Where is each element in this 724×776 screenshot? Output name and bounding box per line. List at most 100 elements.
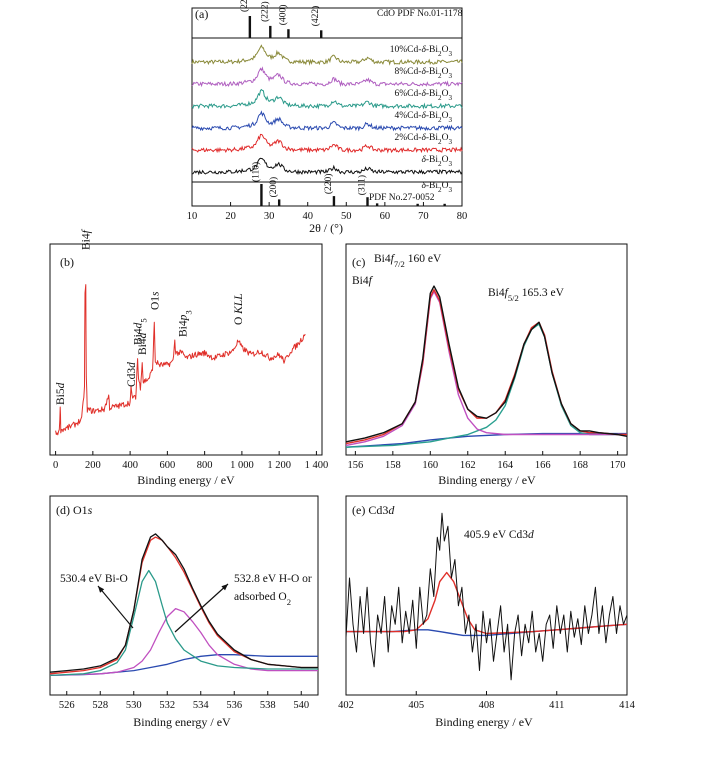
panel-e-annotations: 405.9 eV Cd3d: [464, 529, 534, 541]
panel-c-x-tick-label-158: 158: [385, 460, 401, 471]
panel-d-series-envelope: [49, 536, 318, 675]
panel-d-x-tick-label-528: 528: [92, 700, 108, 711]
panel-c-x-axis: 156 158 160 162 164 166 168 170: [347, 451, 626, 471]
panel-d-frame: [49, 495, 319, 696]
panel-c-x-tick-label-168: 168: [572, 460, 588, 471]
panel-c-x-tick-label-166: 166: [535, 460, 551, 471]
pdf-reference-hkl-200: (200): [268, 177, 279, 198]
panel-c-x-tick-label-162: 162: [460, 460, 476, 471]
panel-e-series-measured: [345, 512, 628, 681]
panel-c-x-tick-label-156: 156: [347, 460, 363, 471]
panel-c-x-axis-title: Binding energy / eV: [438, 473, 536, 487]
panel-b-annotation-cd3d: Cd3d: [126, 362, 138, 387]
panel-b-x-tick-label-600: 600: [159, 460, 175, 471]
panel-e-series-group: [345, 512, 628, 681]
panel-c-series-group: [345, 285, 628, 448]
panel-e-series-envelope: [346, 571, 628, 635]
panel-d-x-tick-label-536: 536: [226, 700, 242, 711]
panel-a-series-group: [191, 44, 463, 176]
panel-b-x-tick-label-1200: 1 200: [267, 460, 291, 471]
panel-a-series-label-2-cd-bi-o: 2%Cd-δ-Bi2O3: [395, 133, 453, 146]
panel-e-frame: [345, 495, 628, 696]
panel-a-x-axis: 10 20 30 40 50 60 70 80: [187, 202, 468, 222]
panel-d-x-tick-label-526: 526: [59, 700, 75, 711]
panel-a-series-bi-o: [191, 157, 463, 176]
panel-c-x-tick-label-164: 164: [497, 460, 514, 471]
cdo-reference-name: CdO PDF No.01-1178: [377, 9, 463, 19]
panel-a-series-2-cd-bi-o: [191, 133, 463, 154]
panel-c-x-tick-label-160: 160: [422, 460, 438, 471]
panel-b-x-tick-label-1000: 1 000: [230, 460, 254, 471]
panel-d-label: (d) O1s: [56, 503, 93, 517]
panel-a-x-tick-label-60: 60: [380, 211, 391, 222]
pdf-reference-name: PDF No.27-0052: [369, 193, 435, 203]
panel-b-x-tick-label-200: 200: [85, 460, 101, 471]
panel-b-annotation-o-kll: O KLL: [233, 293, 245, 325]
panel-d-series-group: [49, 533, 318, 677]
panel-e-x-axis-title: Binding energy / eV: [435, 715, 533, 729]
panel-d-x-tick-label-540: 540: [293, 700, 309, 711]
panel-c-annotation-bi4f7-2: Bi4f7/2 160 eV: [374, 253, 442, 269]
panel-d-series-530-4-ev-bi-o: [49, 569, 318, 677]
panel-a-series-label-10-cd-bi-o: 10%Cd-δ-Bi2O3: [390, 45, 453, 58]
panel-b-x-tick-label-1400: 1 400: [305, 460, 329, 471]
panel-a-series-label-4-cd-bi-o: 4%Cd-δ-Bi2O3: [395, 111, 453, 124]
panel-c-frame: [345, 243, 628, 456]
panel-e-x-axis: 402 405 408 411 414: [338, 691, 636, 711]
panel-c-series-envelope: [345, 289, 627, 445]
panel-b-annotation-bi4f: Bi4f: [80, 228, 92, 250]
panel-b-frame: [49, 243, 323, 456]
panel-d-x-tick-label-530: 530: [126, 700, 142, 711]
panel-d-x-tick-label-532: 532: [159, 700, 175, 711]
panel-a-series-label-8-cd-bi-o: 8%Cd-δ-Bi2O3: [395, 67, 453, 80]
panel-a-series-10-cd-bi-o: [191, 44, 463, 66]
pdf-reference-hkl-110: (110): [250, 162, 261, 182]
panel-a-x-tick-label-80: 80: [457, 211, 468, 222]
panel-a-series-6-cd-bi-o: [191, 88, 463, 110]
panel-b-x-axis-title: Binding energy / eV: [137, 473, 235, 487]
panel-d-annotation-bi-o: 530.4 eV Bi-O: [60, 573, 128, 585]
panel-d-o1s: (d) O1s 530.4 eV Bi-O 532.8 eV H-O or adso…: [49, 495, 319, 729]
panel-d-annotation-h-o: 532.8 eV H-O or: [234, 573, 312, 585]
panel-b-series-survey: [55, 284, 306, 436]
panel-d-arrow-h-o: [174, 583, 229, 633]
panel-a-x-axis-title: 2θ / (°): [309, 221, 343, 235]
panel-c-annotations: Bi4f7/2 160 eV Bi4f5/2 165.3 eV: [374, 253, 565, 303]
panel-a-x-tick-label-50: 50: [341, 211, 352, 222]
panel-d-x-tick-label-534: 534: [193, 700, 210, 711]
panel-d-annotation-adsorbed-o2: adsorbed O2: [234, 591, 291, 607]
pdf-reference-hkl-220: (220): [323, 174, 334, 195]
pdf-reference-sample-label: δ-Bi2O3: [421, 181, 452, 194]
panel-e-cd3d: (e) Cd3d 405.9 eV Cd3d 402 405 408 411 414 B…: [338, 495, 636, 729]
panel-a-x-tick-label-70: 70: [418, 211, 429, 222]
panel-e-x-tick-label-414: 414: [619, 700, 636, 711]
panel-c-label: (c): [352, 255, 365, 269]
panel-d-x-axis-title: Binding energy / eV: [133, 715, 231, 729]
panel-c-annotation-bi4f5-2: Bi4f5/2 165.3 eV: [488, 287, 565, 303]
panel-e-label-text: (e) Cd3d: [352, 503, 395, 517]
panel-c-series-measured: [345, 285, 628, 443]
panel-a-x-tick-label-30: 30: [264, 211, 275, 222]
panel-d-series-measured: [49, 533, 318, 673]
panel-e-x-tick-label-405: 405: [408, 700, 424, 711]
panel-a-reference-sticks: (220) (222) (400) (422) (110) (200) (220) (311)…: [192, 0, 462, 206]
panel-d-arrow-h-o-head: [221, 584, 228, 591]
panel-c-inner-label: Bi4f: [352, 275, 374, 287]
panel-a-label: (a): [195, 7, 208, 21]
panel-a-x-tick-label-10: 10: [187, 211, 198, 222]
panel-c-x-tick-label-170: 170: [610, 460, 626, 471]
cdo-reference-hkl-400: (400): [277, 5, 288, 26]
panel-c-series-background: [345, 432, 627, 448]
panel-a-series-8-cd-bi-o: [191, 66, 463, 88]
panel-a-x-tick-label-40: 40: [302, 211, 313, 222]
panel-a-series-labels: 10%Cd-δ-Bi2O3 8%Cd-δ-Bi2O3 6%Cd-δ-Bi2O3 4%C…: [390, 45, 453, 168]
panel-d-arrow-bi-o-head: [98, 586, 105, 593]
pdf-reference-hkl-311: (311): [357, 175, 368, 195]
panel-c-series-bi4f5-2: [345, 323, 627, 448]
cdo-reference-hkl-422: (422): [310, 6, 321, 27]
panel-b-x-tick-label-400: 400: [122, 460, 138, 471]
panel-e-x-tick-label-402: 402: [338, 700, 354, 711]
